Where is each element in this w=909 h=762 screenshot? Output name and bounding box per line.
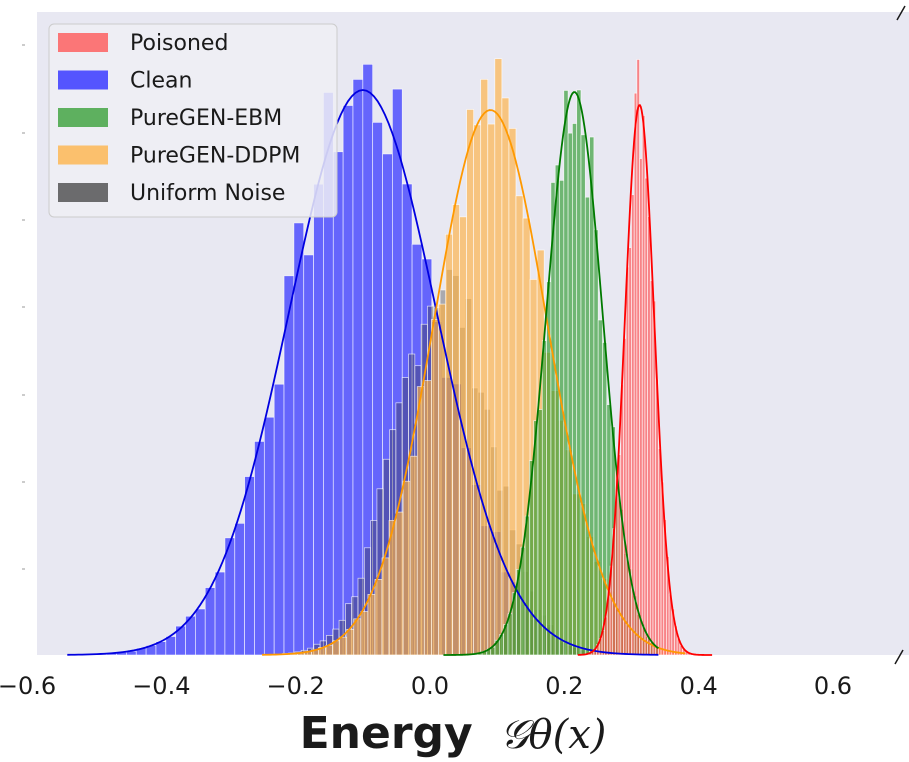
kde-line-puregen-ebm [443, 91, 659, 656]
legend-box [48, 23, 338, 218]
histogram-bar [402, 480, 411, 656]
histogram-bar [367, 594, 376, 656]
legend-label: Poisoned [130, 31, 228, 56]
histogram-bar [303, 254, 314, 656]
histogram-bar [623, 338, 627, 656]
x-axis-title-word: Energy [300, 708, 473, 759]
legend-swatch [58, 145, 108, 165]
series-puregen-ebm [473, 89, 659, 656]
histogram-bar [352, 79, 364, 656]
histogram-bar [416, 386, 425, 656]
histogram-bar [466, 109, 475, 656]
kde-line-puregen-ddpm [262, 109, 686, 656]
histogram-bar [224, 537, 236, 656]
histogram-bar [273, 383, 285, 656]
histogram-bar [360, 611, 369, 656]
x-tick-label: −0.6 [0, 672, 56, 700]
x-tick-label: 0.6 [814, 672, 852, 700]
x-axis-title-math: 𝒢θ(x) [500, 712, 606, 758]
histogram-bar [234, 522, 245, 656]
legend-label: PureGEN-DDPM [130, 144, 300, 169]
x-tick-label: −0.4 [132, 672, 190, 700]
histogram-bar [263, 416, 275, 656]
x-tick-label: −0.2 [267, 672, 325, 700]
legend-label: PureGEN-EBM [130, 106, 282, 131]
legend-label: Uniform Noise [130, 181, 285, 206]
histogram-bar [313, 183, 324, 656]
histogram-bar [244, 476, 255, 656]
histogram-bar [584, 196, 590, 656]
histogram-bar [644, 177, 648, 656]
histogram-bar [381, 557, 390, 656]
legend-swatch [58, 33, 108, 52]
kde-line-poisoned [577, 104, 713, 656]
histogram-bar [473, 124, 482, 656]
histogram-bar [580, 134, 586, 656]
histogram-bar [647, 216, 651, 656]
histogram-bar [639, 158, 643, 656]
histogram-bar [423, 380, 432, 656]
histogram-bar [537, 409, 543, 656]
histogram-bar [541, 340, 547, 656]
histogram-bar [445, 233, 453, 656]
histogram-bar [636, 59, 640, 656]
x-axis-title: Energy 𝒢θ(x) [300, 708, 607, 759]
histogram-bar [438, 303, 446, 656]
legend: Poisoned Clean PureGEN-EBM PureGEN-DDPM Unif… [48, 23, 338, 218]
histogram-bar [165, 636, 177, 656]
histogram-bar [353, 618, 362, 656]
histogram-bar [628, 247, 632, 656]
y-axis-marks [22, 44, 25, 570]
legend-swatch [58, 108, 108, 127]
histogram-bar [649, 280, 654, 656]
histogram-bar [459, 216, 467, 656]
kde-curves [67, 89, 713, 656]
histogram-bar [204, 587, 216, 656]
x-tick-label: 0.4 [680, 672, 718, 700]
x-axis-ticks: −0.6 −0.4 −0.2 0.0 0.2 0.4 0.6 [0, 672, 852, 700]
histogram-bar [346, 628, 355, 656]
histogram-bar [452, 204, 460, 656]
histogram-bar [494, 58, 503, 656]
histogram-bar [487, 123, 496, 656]
legend-swatch [58, 70, 108, 90]
histogram-bar [554, 164, 560, 656]
legend-swatch [58, 183, 108, 202]
histogram-bar [559, 180, 565, 656]
x-tick-label: 0.0 [411, 672, 449, 700]
histogram-bar [430, 319, 439, 656]
histogram-bar [567, 132, 573, 656]
histogram-bar [214, 571, 226, 656]
histogram-bar [625, 266, 630, 656]
histogram-bar [409, 455, 418, 656]
histogram-bar [641, 115, 646, 656]
histogram-bar [339, 636, 348, 656]
legend-label: Clean [130, 69, 192, 94]
histogram-bar [374, 579, 383, 656]
histogram-bar [593, 229, 599, 656]
histogram-bar [597, 319, 603, 656]
histogram-bar [572, 123, 578, 656]
histogram-bar [395, 511, 404, 656]
histogram-bar [576, 89, 582, 656]
histogram-bar [342, 105, 354, 656]
histogram-bar [480, 78, 489, 656]
histogram-bar [589, 136, 595, 656]
histogram-bar [633, 92, 638, 656]
histogram-bar [283, 275, 295, 656]
axis-break-marks [894, 5, 906, 665]
histogram-bar [195, 608, 206, 656]
histogram-bar [293, 222, 305, 656]
histogram-bar [254, 441, 265, 656]
histogram-bar [332, 151, 344, 656]
histogram-bar [563, 90, 569, 656]
x-tick-label: 0.2 [545, 672, 583, 700]
histogram-bar [658, 448, 662, 656]
histogram-bar [524, 515, 530, 656]
kde-line-clean [67, 89, 659, 656]
